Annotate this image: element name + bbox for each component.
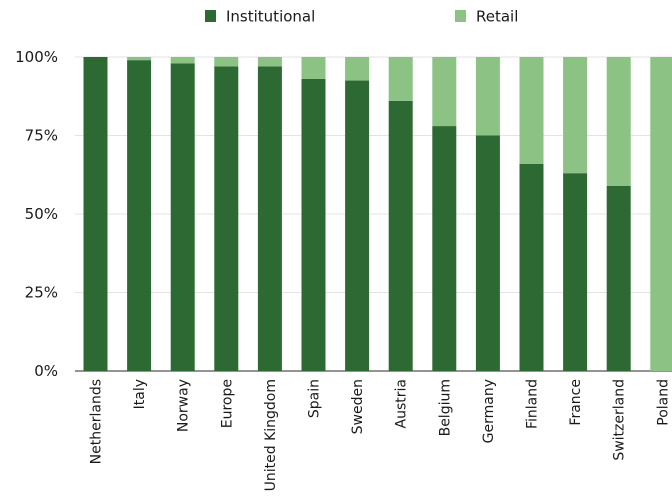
legend-swatch-institutional: [205, 10, 216, 22]
x-tick-label: Austria: [394, 379, 410, 428]
bar-retail-europe: [214, 57, 239, 67]
x-axis: Netherlands Italy Norway Europe United Kingd…: [89, 379, 672, 491]
bar-retail-sweden: [345, 57, 370, 81]
x-tick-label: Belgium: [437, 379, 453, 436]
bars: [83, 57, 672, 372]
x-tick-label: Sweden: [350, 379, 366, 434]
bar-retail-norway: [170, 57, 195, 64]
bar-institutional-finland: [519, 163, 544, 371]
bar-institutional-netherlands: [83, 57, 108, 371]
bar-institutional-germany: [475, 135, 500, 371]
x-tick-label: Switzerland: [612, 379, 628, 461]
x-tick-label: France: [568, 379, 584, 426]
bar-institutional-europe: [214, 66, 239, 372]
bar-retail-switzerland: [606, 57, 631, 186]
bar-retail-italy: [127, 57, 152, 61]
y-tick-label: 25%: [25, 284, 58, 302]
x-tick-label: Netherlands: [89, 379, 105, 464]
bar-institutional-austria: [388, 100, 413, 372]
bar-institutional-switzerland: [606, 185, 631, 371]
bar-retail-poland: [650, 57, 672, 371]
y-axis: 0% 25% 50% 75% 100%: [15, 48, 58, 380]
legend-swatch-retail: [455, 10, 466, 22]
bar-institutional-sweden: [345, 80, 370, 372]
bar-retail-belgium: [432, 57, 457, 127]
x-tick-label: Norway: [176, 379, 192, 432]
bar-institutional-spain: [301, 78, 326, 371]
bar-institutional-norway: [170, 63, 195, 371]
bar-retail-france: [563, 57, 588, 174]
x-tick-label: Spain: [307, 379, 323, 418]
y-tick-label: 0%: [34, 362, 58, 380]
x-tick-label: United Kingdom: [263, 379, 279, 491]
legend-label-institutional: Institutional: [226, 8, 315, 26]
bar-retail-united-kingdom: [257, 57, 282, 67]
bar-institutional-united-kingdom: [257, 66, 282, 372]
x-tick-label: Germany: [481, 379, 497, 443]
bar-institutional-france: [563, 173, 588, 371]
legend: Institutional Retail: [205, 8, 518, 26]
bar-retail-germany: [475, 57, 500, 136]
y-tick-label: 50%: [25, 205, 58, 223]
x-tick-label: Poland: [655, 379, 671, 426]
x-tick-label: Europe: [219, 379, 235, 428]
bar-institutional-italy: [127, 60, 152, 371]
x-tick-label: Italy: [132, 379, 148, 409]
y-tick-label: 75%: [25, 127, 58, 145]
bar-retail-finland: [519, 57, 544, 164]
x-tick-label: Finland: [525, 379, 541, 429]
legend-label-retail: Retail: [476, 8, 518, 26]
bar-institutional-belgium: [432, 126, 457, 371]
y-tick-label: 100%: [15, 48, 58, 66]
bar-retail-austria: [388, 57, 413, 101]
bar-retail-spain: [301, 57, 326, 79]
